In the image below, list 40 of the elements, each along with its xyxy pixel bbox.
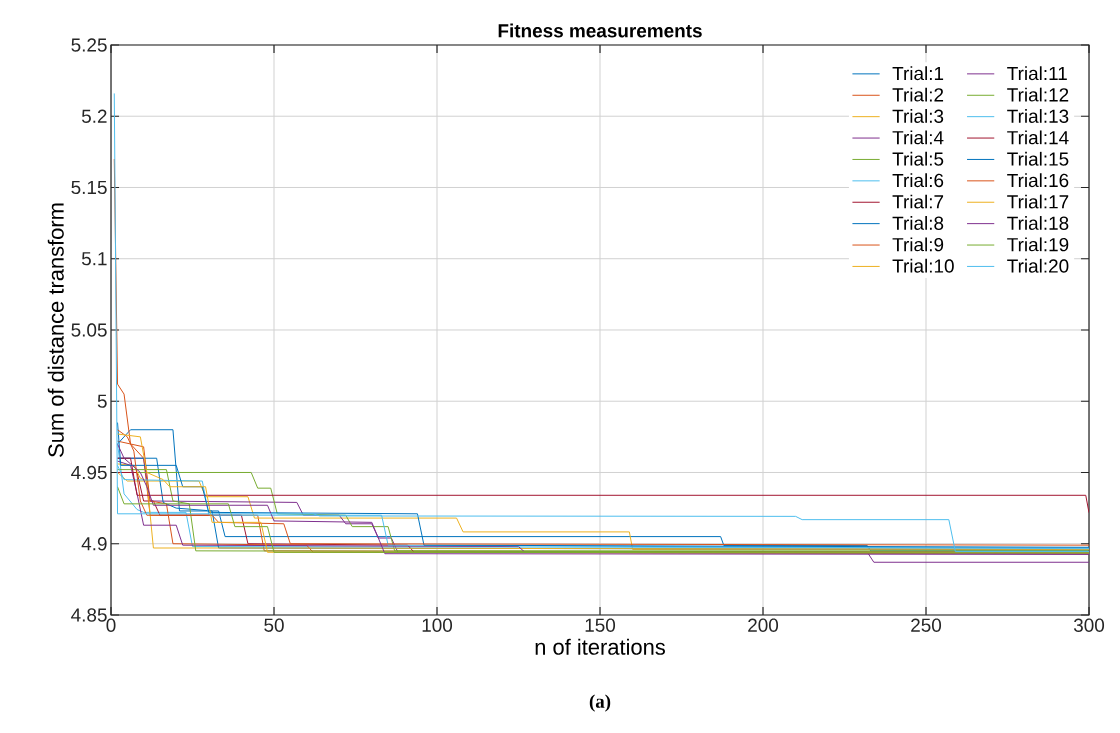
y-axis-title: Sum of distance transform bbox=[47, 203, 64, 457]
legend-label: Trial:17 bbox=[1007, 194, 1069, 209]
legend-label: Trial:13 bbox=[1007, 109, 1069, 123]
legend-label: Trial:4 bbox=[892, 130, 944, 145]
legend-label: Trial:5 bbox=[892, 151, 944, 166]
y-tick-label: 5.15 bbox=[71, 180, 107, 195]
legend-label: Trial:16 bbox=[1007, 173, 1069, 188]
y-tick-label: 5.1 bbox=[81, 252, 107, 266]
legend-label: Trial:2 bbox=[892, 87, 944, 102]
legend-label: Trial:9 bbox=[892, 237, 944, 252]
legend-label: Trial:20 bbox=[1007, 258, 1069, 273]
legend-label: Trial:7 bbox=[892, 194, 944, 209]
y-tick-label: 5.25 bbox=[71, 38, 107, 52]
x-tick-label: 50 bbox=[264, 618, 284, 632]
legend-label: Trial:11 bbox=[1007, 66, 1067, 81]
y-tick-label: 5 bbox=[97, 394, 107, 408]
legend-label: Trial:14 bbox=[1007, 130, 1069, 145]
legend-label: Trial:18 bbox=[1007, 216, 1069, 230]
legend-label: Trial:19 bbox=[1007, 237, 1069, 252]
y-tick-label: 4.95 bbox=[71, 465, 107, 480]
x-tick-label: 200 bbox=[748, 618, 779, 632]
text: (a) bbox=[589, 694, 611, 712]
y-tick-label: 4.9 bbox=[81, 537, 107, 551]
legend-label: Trial:15 bbox=[1007, 151, 1069, 166]
x-tick-label: 300 bbox=[1073, 618, 1105, 632]
x-axis-title: n of iterations bbox=[535, 638, 665, 655]
legend-label: Trial:1 bbox=[892, 66, 944, 81]
chart-title: Fitness measurements bbox=[498, 23, 702, 38]
legend-label: Trial:12 bbox=[1007, 87, 1069, 102]
x-tick-label: 150 bbox=[585, 618, 616, 632]
legend-label: Trial:6 bbox=[892, 173, 944, 188]
y-tick-label: 5.05 bbox=[71, 323, 107, 337]
legend-label: Trial:3 bbox=[892, 109, 944, 123]
y-tick-label: 5.2 bbox=[81, 109, 107, 123]
legend-label: Trial:10 bbox=[892, 258, 954, 273]
x-tick-label: 0 bbox=[106, 618, 116, 632]
x-tick-label: 100 bbox=[422, 618, 453, 632]
y-tick-label: 4.85 bbox=[71, 608, 107, 622]
legend-label: Trial:8 bbox=[892, 216, 944, 230]
x-tick-label: 250 bbox=[911, 618, 942, 632]
